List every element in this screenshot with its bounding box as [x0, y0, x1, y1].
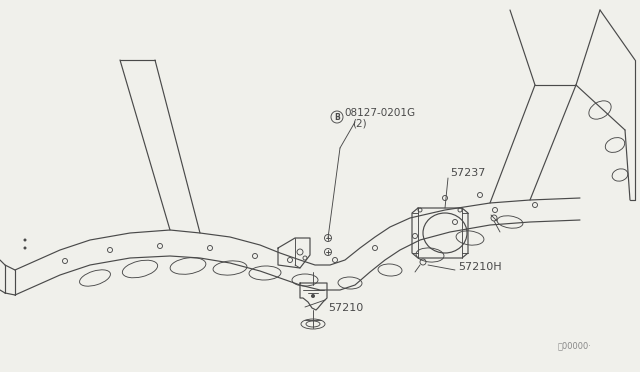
- Text: 08127-0201G: 08127-0201G: [344, 108, 415, 118]
- Text: 㕰00000·: 㕰00000·: [558, 341, 592, 350]
- Circle shape: [24, 238, 26, 241]
- Text: 57237: 57237: [450, 168, 485, 178]
- Text: 57210H: 57210H: [458, 262, 502, 272]
- Text: 57210: 57210: [328, 303, 364, 313]
- Circle shape: [311, 294, 315, 298]
- Text: B: B: [334, 112, 340, 122]
- Text: (2): (2): [352, 119, 367, 129]
- Circle shape: [24, 247, 26, 250]
